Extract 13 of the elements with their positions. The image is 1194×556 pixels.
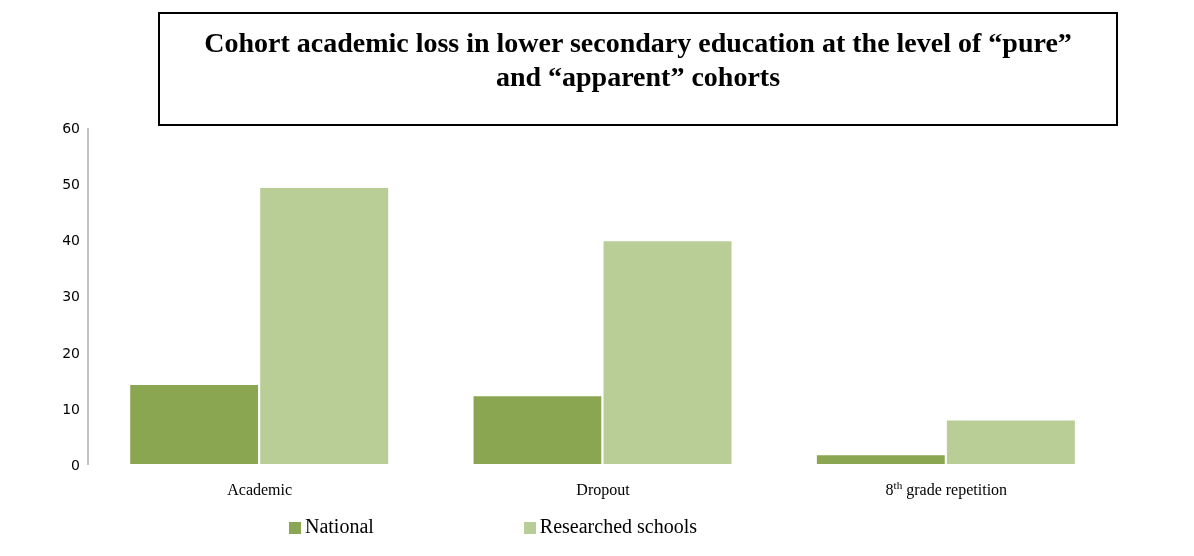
y-tick-label: 50 bbox=[62, 176, 80, 193]
y-tick-label: 0 bbox=[71, 456, 80, 473]
x-tick-label: Dropout bbox=[576, 481, 631, 499]
x-tick-label: Academic bbox=[227, 481, 293, 498]
legend-label: Researched schools bbox=[539, 515, 698, 537]
chart-title: Cohort academic loss in lower secondary education at the level of “pure” and “apparent” cohorts bbox=[158, 12, 1118, 126]
x-tick-label: 8$^{th}$ grade repetition bbox=[885, 479, 1008, 499]
y-tick-label: 30 bbox=[62, 288, 80, 305]
y-tick-label: 10 bbox=[62, 400, 80, 417]
legend-label: National bbox=[304, 515, 374, 537]
y-tick-label: 40 bbox=[62, 232, 80, 249]
y-tick-label: 20 bbox=[62, 344, 80, 361]
y-tick-label: 60 bbox=[62, 119, 80, 136]
